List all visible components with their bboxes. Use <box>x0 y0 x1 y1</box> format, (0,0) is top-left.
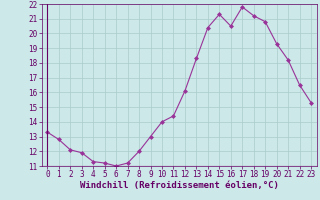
X-axis label: Windchill (Refroidissement éolien,°C): Windchill (Refroidissement éolien,°C) <box>80 181 279 190</box>
